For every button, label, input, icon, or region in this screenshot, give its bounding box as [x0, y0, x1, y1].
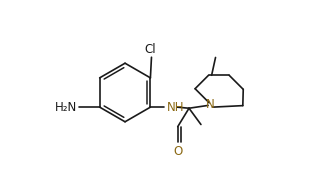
Text: H₂N: H₂N: [55, 101, 77, 114]
Text: Cl: Cl: [145, 43, 156, 56]
Text: N: N: [206, 98, 215, 112]
Text: NH: NH: [167, 101, 184, 114]
Text: O: O: [173, 145, 182, 158]
